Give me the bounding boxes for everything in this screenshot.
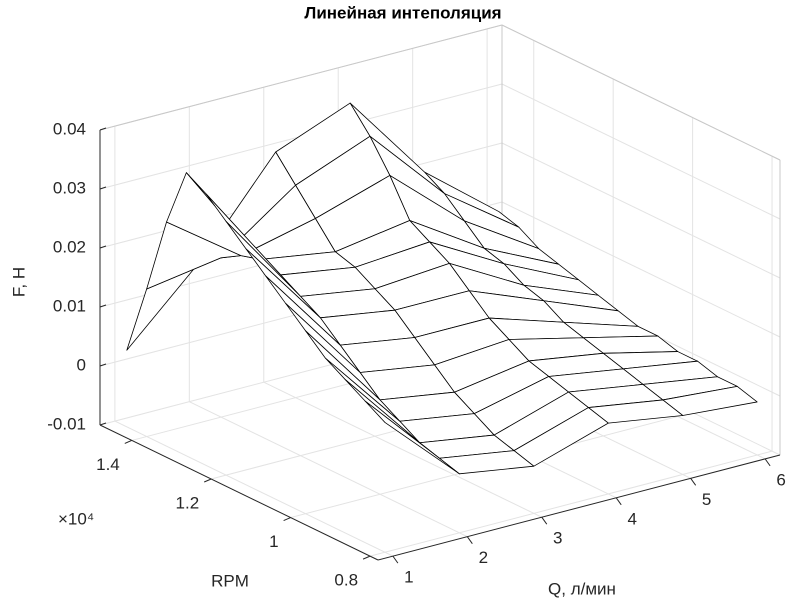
- x-tick: [541, 516, 548, 525]
- y-tick: [283, 517, 291, 522]
- x-tick: [764, 458, 771, 467]
- box-edge: [501, 24, 781, 161]
- z-tick-label: -0.01: [47, 414, 86, 433]
- mesh-cell: [364, 400, 460, 475]
- y-tick: [362, 555, 371, 560]
- grid-line: [263, 381, 542, 518]
- box-edge: [99, 24, 503, 131]
- grid-line: [501, 142, 781, 279]
- chart-title: Линейная интеполяция: [304, 3, 501, 22]
- grid-line: [501, 201, 781, 338]
- z-tick: [99, 245, 107, 249]
- x-axis-line: [377, 454, 781, 561]
- y-tick-label: 1: [269, 532, 278, 551]
- z-tick-label: 0.03: [53, 178, 86, 197]
- x-tick-label: 1: [404, 568, 413, 587]
- x-tick: [615, 497, 622, 506]
- z-tick-label: 0.04: [53, 119, 86, 138]
- y-axis-line: [99, 424, 379, 561]
- grid-line: [501, 83, 781, 220]
- y-tick-label: 1.4: [96, 455, 120, 474]
- grid-line: [189, 401, 468, 538]
- x-tick: [690, 478, 697, 486]
- z-tick-label: 0.02: [53, 237, 86, 256]
- grid-line: [369, 450, 773, 557]
- z-tick: [99, 127, 107, 131]
- z-tick: [99, 186, 107, 190]
- y-tick: [204, 478, 212, 483]
- y-tick-label: 0.8: [334, 571, 358, 590]
- x-tick: [392, 555, 399, 564]
- x-tick-label: 3: [553, 529, 562, 548]
- y-tick: [124, 439, 132, 444]
- x-tick: [466, 536, 473, 544]
- z-tick-label: 0.01: [53, 296, 86, 315]
- x-axis-label: Q, л/мин: [548, 579, 616, 598]
- x-tick-label: 5: [702, 490, 711, 509]
- x-tick-label: 4: [627, 509, 636, 528]
- z-tick: [99, 422, 107, 426]
- x-tick-label: 2: [479, 548, 488, 567]
- y-exponent-label: ×10⁴: [58, 509, 94, 528]
- z-tick: [99, 304, 107, 308]
- x-tick-label: 6: [776, 470, 785, 489]
- z-tick-label: 0: [77, 355, 86, 374]
- y-tick-label: 1.2: [176, 493, 200, 512]
- y-axis-label: RPM: [211, 571, 249, 590]
- z-axis-label: F, H: [9, 267, 28, 297]
- z-tick: [99, 363, 107, 367]
- grid-line: [114, 420, 394, 557]
